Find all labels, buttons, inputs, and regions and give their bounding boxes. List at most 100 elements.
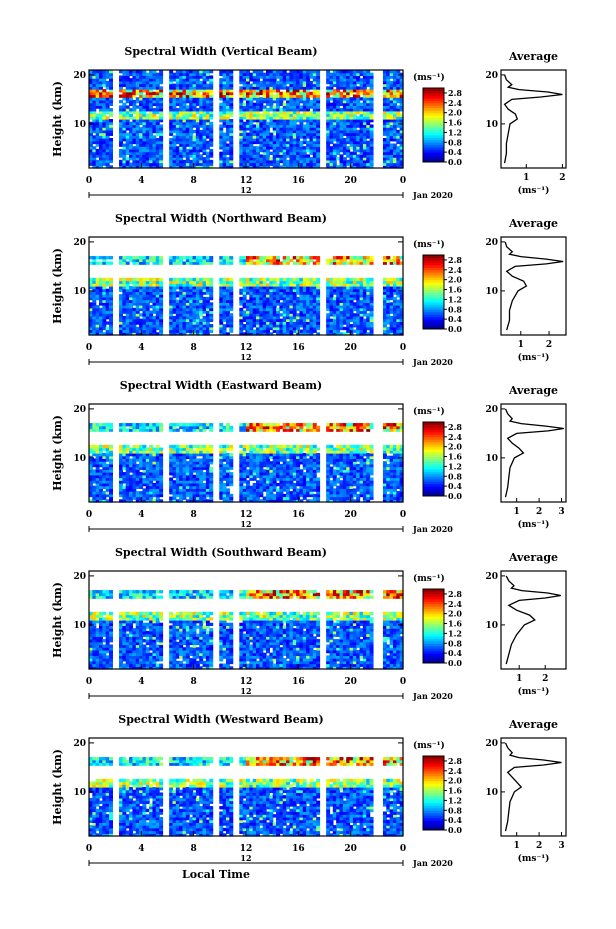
heatmap-cell [266, 89, 270, 93]
heatmap-cell [392, 80, 397, 85]
heatmap-cell [182, 315, 187, 320]
heatmap-cell [169, 113, 174, 117]
heatmap-cell [252, 138, 257, 142]
heatmap-cell [142, 296, 147, 301]
heatmap-cell [172, 108, 177, 112]
heatmap-cell [99, 143, 103, 147]
heatmap-cell [396, 165, 401, 169]
heatmap-cell [369, 105, 374, 109]
heatmap-cell [95, 135, 100, 139]
heatmap-cell [195, 307, 200, 312]
heatmap-cell [359, 97, 364, 101]
heatmap-cell [392, 70, 397, 74]
heatmap-cell [129, 310, 134, 314]
heatmap-cell [132, 99, 137, 104]
heatmap-cell [102, 157, 107, 161]
heatmap-cell [239, 151, 244, 155]
heatmap-cell [359, 86, 364, 90]
heatmap-cell [102, 291, 107, 295]
heatmap-cell [172, 129, 177, 134]
heatmap-cell [135, 99, 140, 104]
heatmap-cell [386, 162, 391, 166]
heatmap-cell [246, 119, 250, 123]
heatmap-cell [129, 102, 134, 106]
heatmap-cell [356, 119, 361, 123]
heatmap-cell [189, 146, 194, 150]
heatmap-cell [142, 124, 147, 128]
heatmap-cell [99, 315, 103, 320]
heatmap-cell [192, 89, 197, 93]
heatmap-cell [155, 129, 160, 134]
heatmap-cell [172, 94, 177, 98]
heatmap-cell [219, 286, 224, 290]
heatmap-cell [346, 159, 351, 164]
heatmap-cell [99, 283, 103, 287]
heatmap-cell [326, 72, 331, 77]
heatmap-cell [195, 116, 200, 120]
heatmap-cell [332, 97, 337, 101]
heatmap-cell [282, 78, 287, 82]
heatmap-cell [225, 148, 230, 153]
heatmap-cell [352, 148, 357, 153]
heatmap-cell [362, 146, 367, 150]
heatmap-cell [239, 102, 244, 106]
heatmap-cell [219, 80, 224, 85]
heatmap-cell [256, 102, 260, 106]
heatmap-cell [296, 157, 301, 161]
heatmap-cell [105, 299, 110, 303]
heatmap-cell [175, 127, 180, 131]
heatmap-cell [185, 288, 190, 293]
heatmap-cell [195, 154, 200, 158]
heatmap-cell [195, 89, 200, 93]
heatmap-cell [145, 307, 150, 312]
heatmap-cell [382, 140, 387, 145]
heatmap-cell [92, 91, 97, 96]
heatmap-cell [135, 313, 140, 317]
heatmap-cell [252, 72, 257, 77]
heatmap-cell [89, 326, 93, 331]
heatmap-cell [225, 165, 230, 169]
heatmap-cell [336, 97, 341, 101]
heatmap-cell [299, 94, 304, 98]
heatmap-cell [302, 138, 307, 142]
colorbar-tick-label: 0.8 [448, 137, 462, 147]
heatmap-cell [366, 159, 371, 164]
heatmap-cell [292, 135, 297, 139]
heatmap-cell [192, 110, 197, 115]
heatmap-cell [89, 162, 93, 166]
heatmap-cell [149, 99, 154, 104]
heatmap-cell [179, 78, 184, 82]
heatmap-cell [149, 121, 154, 126]
heatmap-cell [362, 99, 367, 104]
heatmap-cell [155, 159, 160, 164]
heatmap-cell [135, 146, 140, 150]
heatmap-cell [129, 72, 134, 77]
heatmap-cell [339, 157, 344, 161]
heatmap-cell [332, 121, 337, 126]
heatmap-cell [399, 119, 404, 123]
heatmap-cell [329, 135, 334, 139]
heatmap-cell [202, 138, 207, 142]
heatmap-cell [219, 310, 224, 314]
heatmap-cell [399, 159, 404, 164]
colorbar-segment [423, 115, 444, 119]
heatmap-cell [99, 288, 103, 293]
heatmap-cell [276, 86, 280, 90]
heatmap-cell [289, 146, 294, 150]
heatmap-cell [185, 307, 190, 312]
heatmap-cell [89, 140, 93, 145]
heatmap-cell [122, 157, 127, 161]
heatmap-cell [205, 313, 210, 317]
heatmap-cell [369, 162, 374, 166]
heatmap-cell [135, 83, 140, 87]
heatmap-cell [135, 310, 140, 314]
heatmap-cell [246, 124, 250, 128]
heatmap-cell [302, 132, 307, 136]
heatmap-cell [329, 108, 334, 112]
heatmap-cell [172, 332, 177, 336]
heatmap-cell [399, 165, 404, 169]
heatmap-cell [139, 121, 144, 126]
heatmap-cell [359, 138, 364, 142]
heatmap-cell [205, 75, 210, 79]
heatmap-cell [172, 99, 177, 104]
